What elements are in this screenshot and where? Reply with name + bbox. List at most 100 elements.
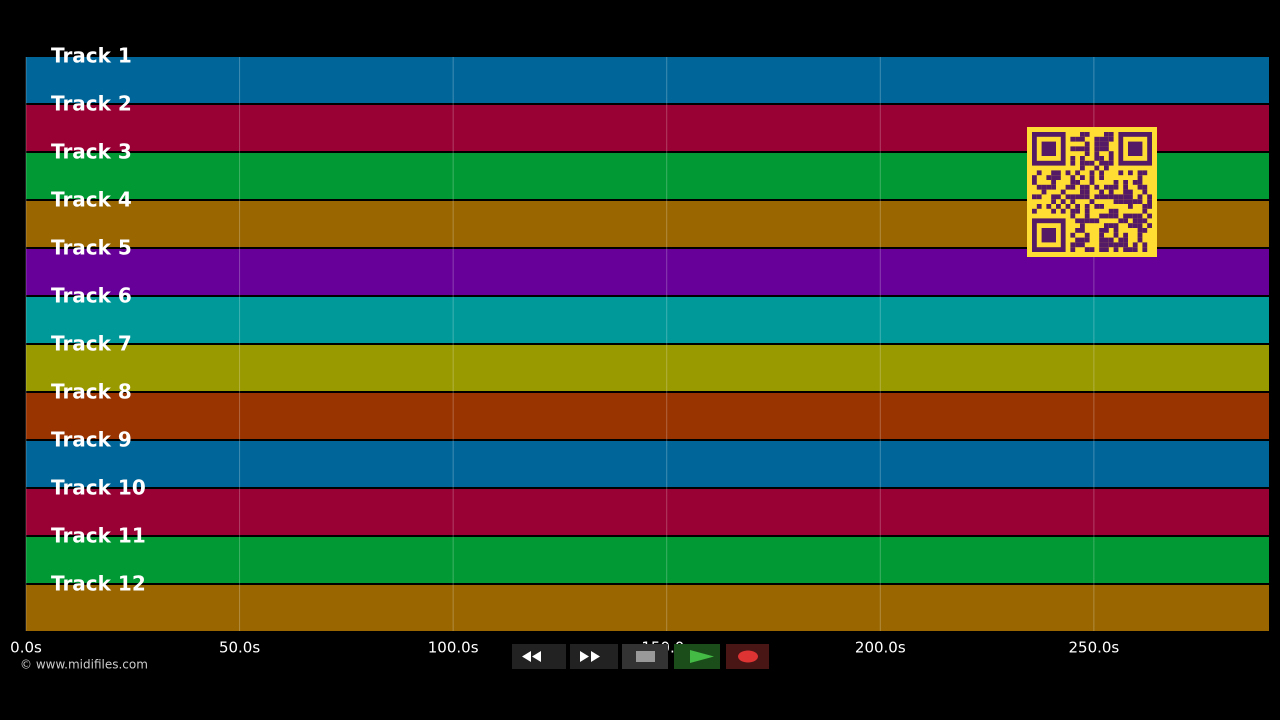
qr-module: [1099, 136, 1104, 142]
qr-module: [1080, 156, 1085, 161]
qr-module: [1036, 184, 1042, 190]
qr-module: [1108, 237, 1114, 243]
qr-module: [1075, 237, 1080, 243]
qr-module: [1104, 160, 1109, 166]
qr-module: [1118, 199, 1124, 204]
qr-module: [1084, 141, 1090, 147]
qr-module: [1104, 213, 1109, 219]
qr-module: [1084, 132, 1090, 137]
qr-module: [1118, 218, 1124, 224]
track-band: [26, 441, 1269, 487]
qr-module: [1075, 218, 1080, 224]
qr-module: [1104, 223, 1109, 228]
x-tick-label: 100.0s: [428, 639, 479, 657]
qr-module: [1084, 208, 1090, 214]
track-label: Track 12: [51, 572, 146, 596]
track-label: Track 3: [51, 140, 132, 164]
qr-module: [1123, 247, 1128, 252]
icon: [522, 651, 531, 662]
qr-module: [1104, 247, 1109, 252]
qr-module: [1084, 237, 1090, 243]
qr-module: [1099, 141, 1104, 147]
x-tick-label: 0.0s: [10, 639, 42, 657]
qr-module: [1123, 189, 1128, 195]
qr-module: [1070, 156, 1076, 161]
qr-module: [1051, 199, 1056, 204]
qr-module: [1104, 237, 1109, 243]
transport-controls: [512, 644, 769, 669]
qr-module: [1142, 218, 1148, 224]
qr-module: [1137, 218, 1143, 224]
qr-module: [1089, 180, 1095, 185]
qr-module: [1080, 132, 1085, 137]
qr-module: [1036, 204, 1042, 209]
qr-module: [1070, 213, 1076, 219]
qr-module: [1108, 242, 1114, 248]
qr-module: [1089, 175, 1095, 180]
qr-module: [1128, 170, 1133, 176]
x-tick-label: 250.0s: [1068, 639, 1119, 657]
track-label: Track 5: [51, 236, 132, 260]
qr-module: [1032, 208, 1037, 214]
qr-module: [1075, 180, 1080, 185]
qr-module: [1080, 184, 1085, 190]
track-label: Track 9: [51, 428, 132, 452]
track-labels: Track 1 Track 2 Track 3 Track 4 Track 5 Track…: [51, 44, 146, 596]
icon: [738, 650, 758, 663]
qr-module: [1080, 136, 1085, 142]
qr-module: [1084, 247, 1090, 252]
qr-module: [1132, 242, 1138, 248]
qr-module: [1080, 175, 1085, 180]
qr-module: [1099, 146, 1104, 152]
qr-module: [1070, 199, 1076, 204]
qr-module: [1128, 213, 1133, 219]
qr-module: [1147, 204, 1152, 209]
track-band: [26, 57, 1269, 103]
qr-module: [1142, 170, 1148, 176]
qr-module: [1104, 194, 1109, 200]
qr-module: [1137, 170, 1143, 176]
x-tick-label: 50.0s: [219, 639, 260, 657]
qr-module: [1142, 247, 1148, 252]
qr-module: [1132, 199, 1138, 204]
qr-module: [1084, 146, 1090, 152]
qr-module: [1099, 242, 1104, 248]
qr-module: [1032, 180, 1037, 185]
qr-module: [1113, 223, 1119, 228]
qr-module: [1128, 189, 1133, 195]
qr-module: [1118, 194, 1124, 200]
qr-module: [1108, 223, 1114, 228]
qr-module: [1099, 194, 1104, 200]
qr-module: [1094, 146, 1100, 152]
qr-module: [1080, 242, 1085, 248]
qr-module: [1089, 218, 1095, 224]
qr-module: [1123, 232, 1128, 238]
qr-module: [1118, 237, 1124, 243]
qr-module: [1137, 228, 1143, 233]
qr-module: [1080, 228, 1085, 233]
qr-module: [1075, 204, 1080, 209]
qr-module: [1132, 247, 1138, 252]
qr-module: [1089, 160, 1095, 166]
qr-module: [1128, 247, 1133, 252]
qr-module: [1070, 146, 1076, 152]
track-label: Track 11: [51, 524, 146, 548]
track-label: Track 2: [51, 92, 132, 116]
qr-module: [1070, 247, 1076, 252]
qr-module: [1080, 165, 1085, 171]
qr-module: [1137, 175, 1143, 180]
qr-module: [1080, 160, 1085, 166]
qr-module: [1084, 151, 1090, 156]
qr-module: [1070, 136, 1076, 142]
qr-module: [1070, 160, 1076, 166]
qr-module: [1065, 194, 1071, 200]
qr-module: [1041, 189, 1047, 195]
qr-module: [1046, 184, 1052, 190]
qr-module: [1113, 232, 1119, 238]
qr-module: [1118, 170, 1124, 176]
qr-module: [1108, 156, 1114, 161]
qr-module: [1070, 242, 1076, 248]
qr-module: [1094, 141, 1100, 147]
qr-module: [1128, 199, 1133, 204]
